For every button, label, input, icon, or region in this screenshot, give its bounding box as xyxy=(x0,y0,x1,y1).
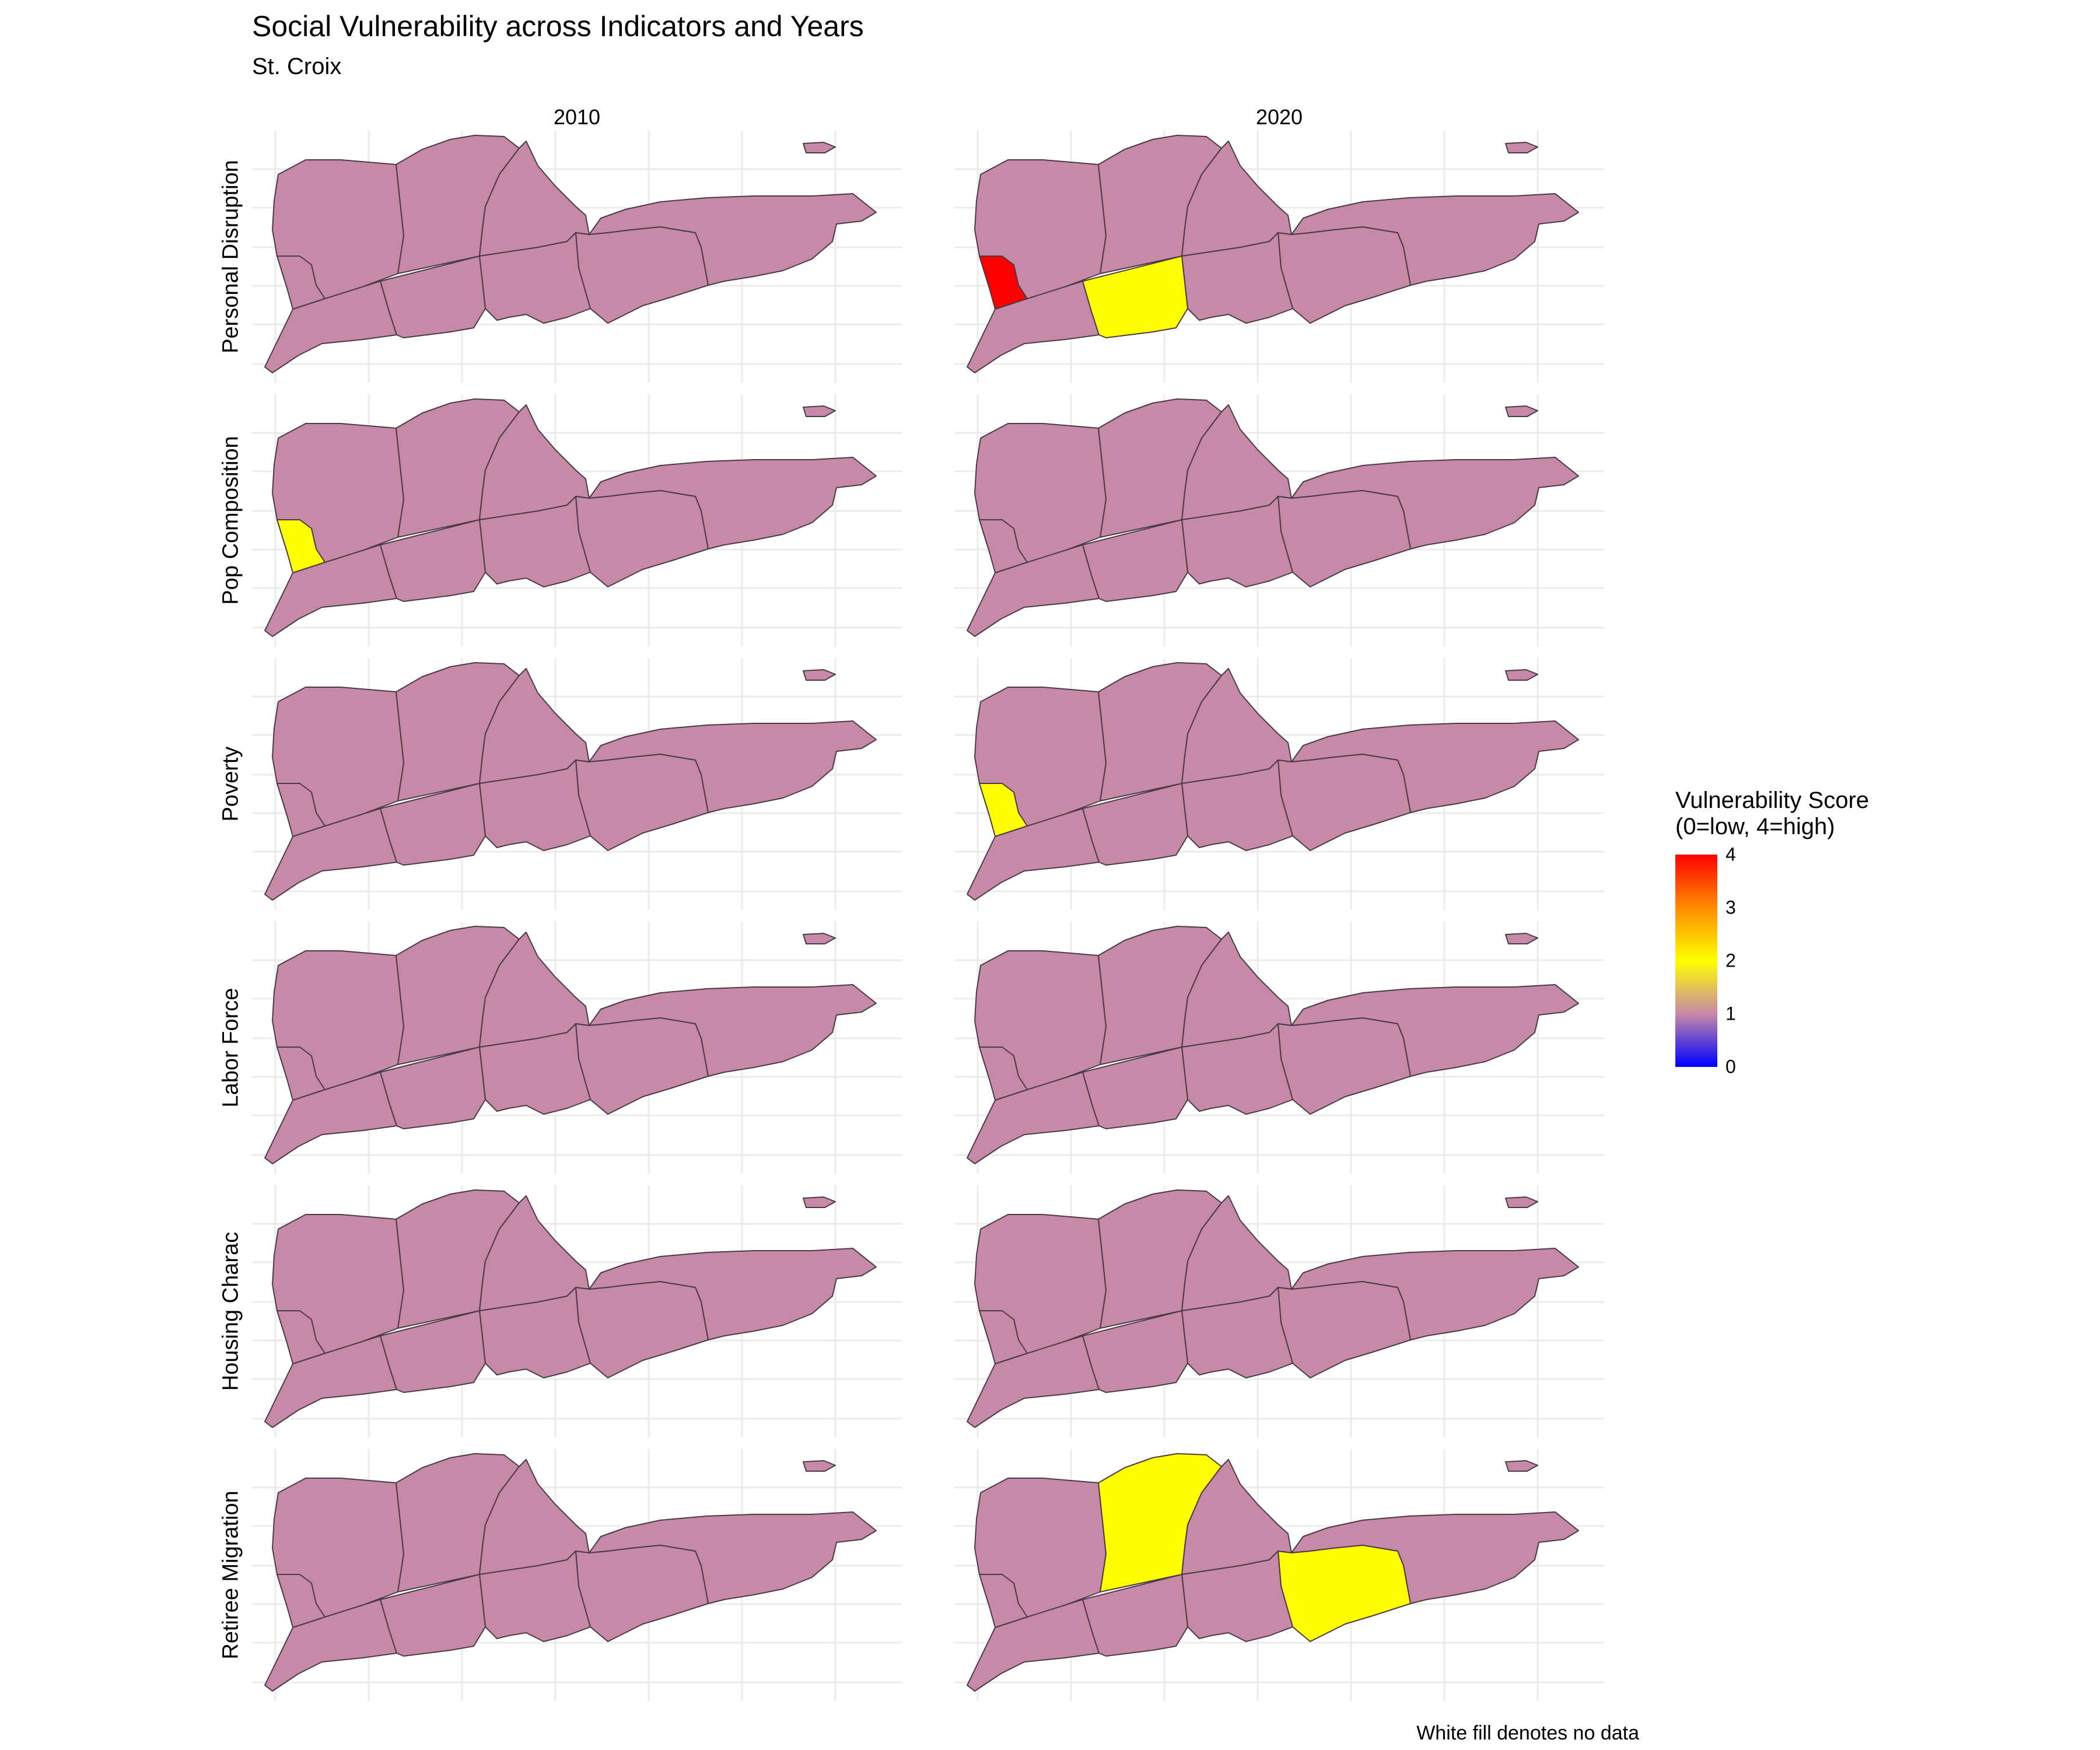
map-panel xyxy=(954,394,1604,646)
legend-tick-label: 0 xyxy=(1726,1056,1736,1077)
map-svg xyxy=(252,1185,902,1437)
map-svg xyxy=(954,394,1604,646)
map-region xyxy=(967,1599,1100,1692)
map-region xyxy=(1082,256,1188,338)
map-region xyxy=(1505,142,1538,153)
map-region xyxy=(1278,1017,1411,1115)
map-region xyxy=(1505,405,1538,417)
map-svg xyxy=(252,922,902,1174)
map-svg xyxy=(954,922,1604,1174)
map-region xyxy=(264,1335,397,1428)
map-panel xyxy=(954,922,1604,1174)
map-region xyxy=(380,519,486,602)
map-region xyxy=(575,490,709,587)
legend-title: Vulnerability Score xyxy=(1675,788,1870,813)
map-svg xyxy=(252,131,902,383)
legend-tick-label: 4 xyxy=(1726,844,1736,865)
map-panel xyxy=(954,131,1604,383)
chart-caption: White fill denotes no data xyxy=(1416,1722,1639,1744)
map-region xyxy=(380,1574,486,1657)
map-region xyxy=(575,1281,709,1378)
map-panel xyxy=(252,922,902,1174)
map-panel xyxy=(954,1449,1604,1701)
map-svg xyxy=(954,131,1604,383)
map-region xyxy=(967,281,1100,373)
chart-title: Social Vulnerability across Indicators a… xyxy=(252,10,864,43)
map-region xyxy=(967,1072,1100,1164)
map-region xyxy=(803,669,836,681)
map-region xyxy=(1505,933,1538,944)
map-region xyxy=(967,1335,1100,1428)
map-region xyxy=(1082,1310,1188,1393)
map-region xyxy=(803,1460,836,1472)
map-region xyxy=(1278,226,1411,324)
map-panel xyxy=(252,1185,902,1437)
map-region xyxy=(1505,669,1538,681)
map-svg xyxy=(252,394,902,646)
map-region xyxy=(1082,519,1188,602)
map-region xyxy=(1082,783,1188,866)
map-svg xyxy=(954,1185,1604,1437)
map-svg xyxy=(954,658,1604,910)
map-region xyxy=(264,1599,397,1692)
map-panel xyxy=(954,658,1604,910)
map-svg xyxy=(252,658,902,910)
map-region xyxy=(380,256,486,338)
map-svg xyxy=(954,1449,1604,1701)
map-region xyxy=(575,1545,709,1642)
legend-subtitle: (0=low, 4=high) xyxy=(1675,814,1835,839)
map-region xyxy=(967,808,1100,901)
map-region xyxy=(967,544,1100,637)
map-panel xyxy=(252,658,902,910)
facet-column-label: 2020 xyxy=(1255,105,1303,129)
map-region xyxy=(380,783,486,866)
map-panel xyxy=(954,1185,1604,1437)
map-region xyxy=(803,405,836,417)
map-region xyxy=(1278,1281,1411,1378)
map-panel xyxy=(252,1449,902,1701)
facet-row-label: Housing Charac xyxy=(218,1231,243,1391)
legend-tick-label: 1 xyxy=(1726,1003,1736,1024)
map-region xyxy=(1082,1046,1188,1129)
map-region xyxy=(1505,1196,1538,1208)
map-region xyxy=(803,933,836,944)
map-panel xyxy=(252,394,902,646)
map-region xyxy=(1082,1574,1188,1657)
map-region xyxy=(575,1017,709,1115)
facet-row-label: Poverty xyxy=(218,746,243,822)
chart-subtitle: St. Croix xyxy=(252,54,342,79)
map-region xyxy=(380,1046,486,1129)
map-region xyxy=(1505,1460,1538,1472)
facet-row-label: Personal Disruption xyxy=(218,160,243,354)
map-region xyxy=(1278,1545,1411,1642)
map-region xyxy=(380,1310,486,1393)
facet-row-label: Labor Force xyxy=(218,988,243,1108)
map-panel xyxy=(252,131,902,383)
map-region xyxy=(803,142,836,153)
map-region xyxy=(803,1196,836,1208)
map-region xyxy=(264,281,397,373)
map-region xyxy=(1278,490,1411,587)
facet-row-label: Retiree Migration xyxy=(218,1490,243,1660)
map-region xyxy=(264,808,397,901)
map-region xyxy=(264,1072,397,1164)
map-region xyxy=(1278,754,1411,851)
map-region xyxy=(575,226,709,324)
facet-column-label: 2010 xyxy=(553,105,601,129)
facet-row-label: Pop Composition xyxy=(218,436,243,605)
map-region xyxy=(264,544,397,637)
legend-tick-label: 3 xyxy=(1726,897,1736,918)
legend-colorbar xyxy=(1675,855,1717,1067)
legend-tick-label: 2 xyxy=(1726,950,1736,971)
map-region xyxy=(575,754,709,851)
map-svg xyxy=(252,1449,902,1701)
